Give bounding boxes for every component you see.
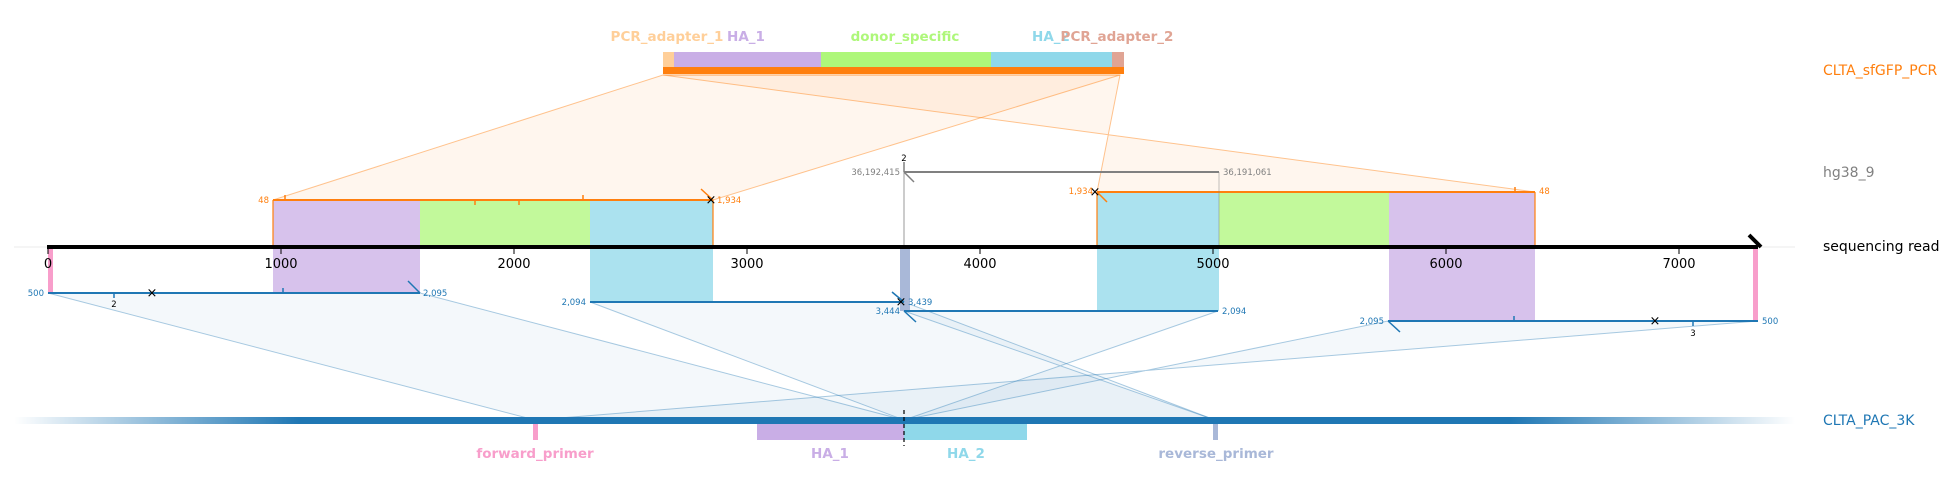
- pcr-ha-1-label: HA_1: [727, 29, 765, 45]
- seq-ha-1-below-d: [1389, 248, 1535, 321]
- donor-a-end-label: 2,095: [423, 289, 447, 299]
- sequencing-axis: 0 1000 2000 3000 4000 5000 6000 7000: [14, 233, 1795, 272]
- donor-ha-2-block: [904, 424, 1027, 440]
- axis-tick-label: 1000: [264, 257, 297, 272]
- donor-reference: forward_primer HA_1 HA_2 reverse_primer: [14, 410, 1795, 462]
- donor-a-start-label: 500: [28, 289, 44, 299]
- donor-c-end-label: 2,094: [1222, 307, 1246, 317]
- pcr-read-line: [663, 67, 1124, 74]
- seq-ha-2-below-c: [1097, 248, 1219, 311]
- donor-d-end-label: 500: [1762, 317, 1778, 327]
- donor-d-start-label: 2,095: [1360, 317, 1384, 327]
- pcr-donor-specific-block: [821, 52, 991, 68]
- axis-tick-label: 2000: [497, 257, 530, 272]
- genome-end-slash: [903, 171, 915, 183]
- donor-alignment-b-slash: [891, 291, 905, 303]
- pcr-donor-specific-label: donor_specific: [851, 29, 960, 45]
- donor-b-start-label: 2,094: [562, 298, 586, 308]
- pcr-alignment-blocks: × × 48 1,934 1,934 48: [258, 185, 1550, 246]
- axis-tick-label: 4000: [963, 257, 996, 272]
- axis-ticks: [47, 247, 1680, 254]
- donor-forward-primer-label: forward_primer: [476, 446, 594, 462]
- sequencing-read-end-cap: [1747, 233, 1763, 249]
- genome-start-label: 36,192,415: [851, 168, 900, 178]
- pcr-right-end-label: 48: [1539, 187, 1550, 197]
- donor-a-count-label: 2: [111, 300, 116, 310]
- pcr-read-label: CLTA_sfGFP_PCR: [1823, 63, 1937, 79]
- pcr-adapter-1-label: PCR_adapter_1: [611, 29, 724, 45]
- seq-ha-2-below-b: [590, 248, 713, 302]
- donor-alignment-blocks: × 500 2,095 2 × 2,094 3,439 3,444 2,094 …: [28, 248, 1778, 339]
- donor-ha-1-block: [757, 424, 904, 440]
- donor-b-end-label: 3,439: [908, 298, 932, 308]
- donor-alignment-c-slash: [903, 310, 917, 323]
- genome-alignment: 36,192,415 36,191,061 2: [851, 154, 1272, 246]
- axis-tick-label: 7000: [1662, 257, 1695, 272]
- genome-read-label: hg38_9: [1823, 165, 1874, 181]
- seq-ha-1-block-left: [273, 200, 420, 246]
- axis-tick-label: 6000: [1429, 257, 1462, 272]
- pcr-product: PCR_adapter_1 HA_1 donor_specific HA_2 P…: [611, 29, 1174, 74]
- pcr-ha-1-block: [674, 52, 821, 68]
- pcr-adapter-2-block: [1112, 52, 1124, 68]
- seq-ha-2-block-right: [1097, 192, 1219, 246]
- donor-alignment-a-slash: [407, 280, 421, 294]
- seq-ha-1-below-a: [273, 248, 420, 293]
- donor-alignment-d-slash: [1387, 320, 1401, 333]
- donor-a-x-marker: ×: [147, 286, 158, 301]
- seq-forward-primer-left: [48, 248, 53, 293]
- seq-forward-primer-right: [1753, 248, 1758, 321]
- axis-tick-label: 5000: [1196, 257, 1229, 272]
- donor-reverse-primer-label: reverse_primer: [1158, 446, 1274, 462]
- seq-reverse-primer-mid: [900, 248, 910, 311]
- seq-ha-2-block-left: [590, 200, 713, 246]
- donor-d-x-marker: ×: [1650, 314, 1661, 329]
- pcr-left-start-label: 48: [258, 196, 269, 206]
- donor-d-count-label: 3: [1690, 329, 1695, 339]
- donor-ha-1-label: HA_1: [811, 446, 849, 462]
- donor-forward-primer-block: [533, 424, 538, 440]
- read-labels: CLTA_sfGFP_PCR hg38_9 sequencing read CL…: [1823, 63, 1939, 429]
- pcr-fans: [272, 74, 1536, 201]
- seq-donor-specific-block-left: [420, 200, 590, 246]
- donor-read-label: CLTA_PAC_3K: [1823, 413, 1915, 429]
- donor-c-start-label: 3,444: [876, 307, 900, 317]
- seq-donor-specific-block-right: [1219, 192, 1389, 246]
- pcr-adapter-1-block: [663, 52, 674, 68]
- genome-count-label: 2: [901, 154, 906, 164]
- sequencing-read-label: sequencing read: [1823, 239, 1939, 255]
- pcr-end-x-marker: ×: [706, 193, 717, 208]
- donor-reverse-primer-block: [1213, 424, 1218, 440]
- pcr-end-slash: [700, 188, 714, 201]
- seq-ha-1-block-right: [1389, 192, 1535, 246]
- pcr-ha-2-label: HA_2: [1032, 29, 1070, 45]
- pcr-start-x-marker: ×: [1090, 185, 1101, 200]
- axis-tick-label: 0: [44, 257, 52, 272]
- donor-ha-2-label: HA_2: [947, 446, 985, 462]
- pcr-right-start-label: 1,934: [1069, 187, 1093, 197]
- pcr-ha-2-block: [991, 52, 1112, 68]
- genome-end-label: 36,191,061: [1223, 168, 1272, 178]
- axis-tick-label: 3000: [730, 257, 763, 272]
- donor-b-x-marker: ×: [896, 295, 907, 310]
- pcr-start-slash: [1096, 191, 1108, 203]
- pcr-adapter-2-label: PCR_adapter_2: [1061, 29, 1174, 45]
- pcr-left-end-label: 1,934: [717, 196, 741, 206]
